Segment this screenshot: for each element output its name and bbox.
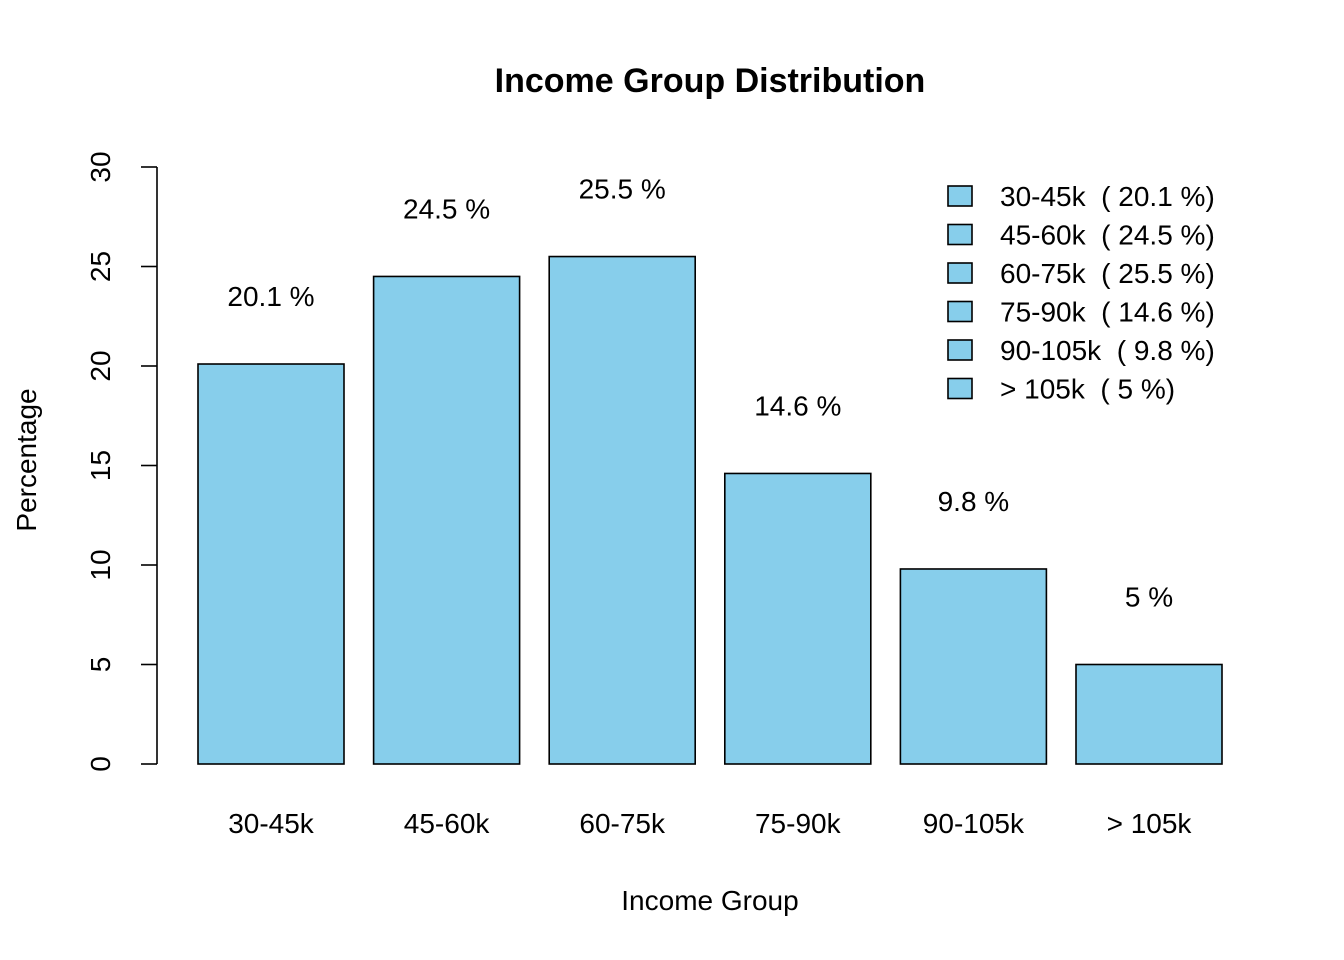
x-tick-label: 90-105k <box>923 808 1025 839</box>
data-label: 25.5 % <box>579 174 666 205</box>
y-tick-label: 0 <box>85 756 116 772</box>
bar <box>1075 663 1223 765</box>
legend-swatch <box>947 262 973 284</box>
legend-swatch <box>947 223 973 246</box>
y-tick-label: 20 <box>85 350 116 381</box>
y-tick-label: 25 <box>85 251 116 282</box>
data-labels-group: 20.1 % 24.5 % 25.5 % 14.6 % 9.8 % 5 % <box>227 174 1173 613</box>
y-tick-label: 5 <box>85 657 116 673</box>
x-tick-label: 30-45k <box>228 808 315 839</box>
x-tick-label: 75-90k <box>755 808 842 839</box>
bar <box>723 472 872 765</box>
x-tick-label: > 105k <box>1107 808 1193 839</box>
x-tick-labels-group: 30-45k 45-60k 60-75k 75-90k 90-105k > 105k <box>228 808 1192 839</box>
legend: 30-45k ( 20.1 %) 45-60k ( 24.5 %) 60-75k (… <box>947 181 1215 405</box>
x-axis-label: Income Group <box>621 885 798 916</box>
legend-entry: 30-45k ( 20.1 %) <box>1000 181 1215 212</box>
x-tick-label: 60-75k <box>579 808 666 839</box>
legend-swatch <box>947 377 973 400</box>
data-label: 20.1 % <box>227 281 314 312</box>
legend-swatch <box>947 185 973 207</box>
y-axis-label: Percentage <box>11 388 42 531</box>
bar <box>372 275 521 765</box>
legend-entry: > 105k ( 5 %) <box>1000 374 1175 405</box>
y-tick-label: 15 <box>85 450 116 481</box>
chart-title: Income Group Distribution <box>495 62 926 100</box>
y-tick-label: 30 <box>85 151 116 182</box>
legend-swatch <box>947 339 973 361</box>
bar <box>548 255 697 765</box>
y-axis: 0 5 10 15 20 25 30 <box>85 151 158 772</box>
bar <box>197 363 345 765</box>
x-tick-label: 45-60k <box>404 808 491 839</box>
bars-group <box>197 255 1223 765</box>
data-label: 14.6 % <box>754 390 841 421</box>
data-label: 5 % <box>1125 582 1173 613</box>
legend-entry: 45-60k ( 24.5 %) <box>1000 220 1215 251</box>
legend-swatch <box>947 300 973 323</box>
data-label: 24.5 % <box>403 193 490 224</box>
data-label: 9.8 % <box>938 486 1010 517</box>
legend-entry: 90-105k ( 9.8 %) <box>1000 335 1215 366</box>
bar <box>899 568 1048 765</box>
legend-entry: 75-90k ( 14.6 %) <box>1000 297 1215 328</box>
y-tick-label: 10 <box>85 549 116 580</box>
legend-entry: 60-75k ( 25.5 %) <box>1000 258 1215 289</box>
